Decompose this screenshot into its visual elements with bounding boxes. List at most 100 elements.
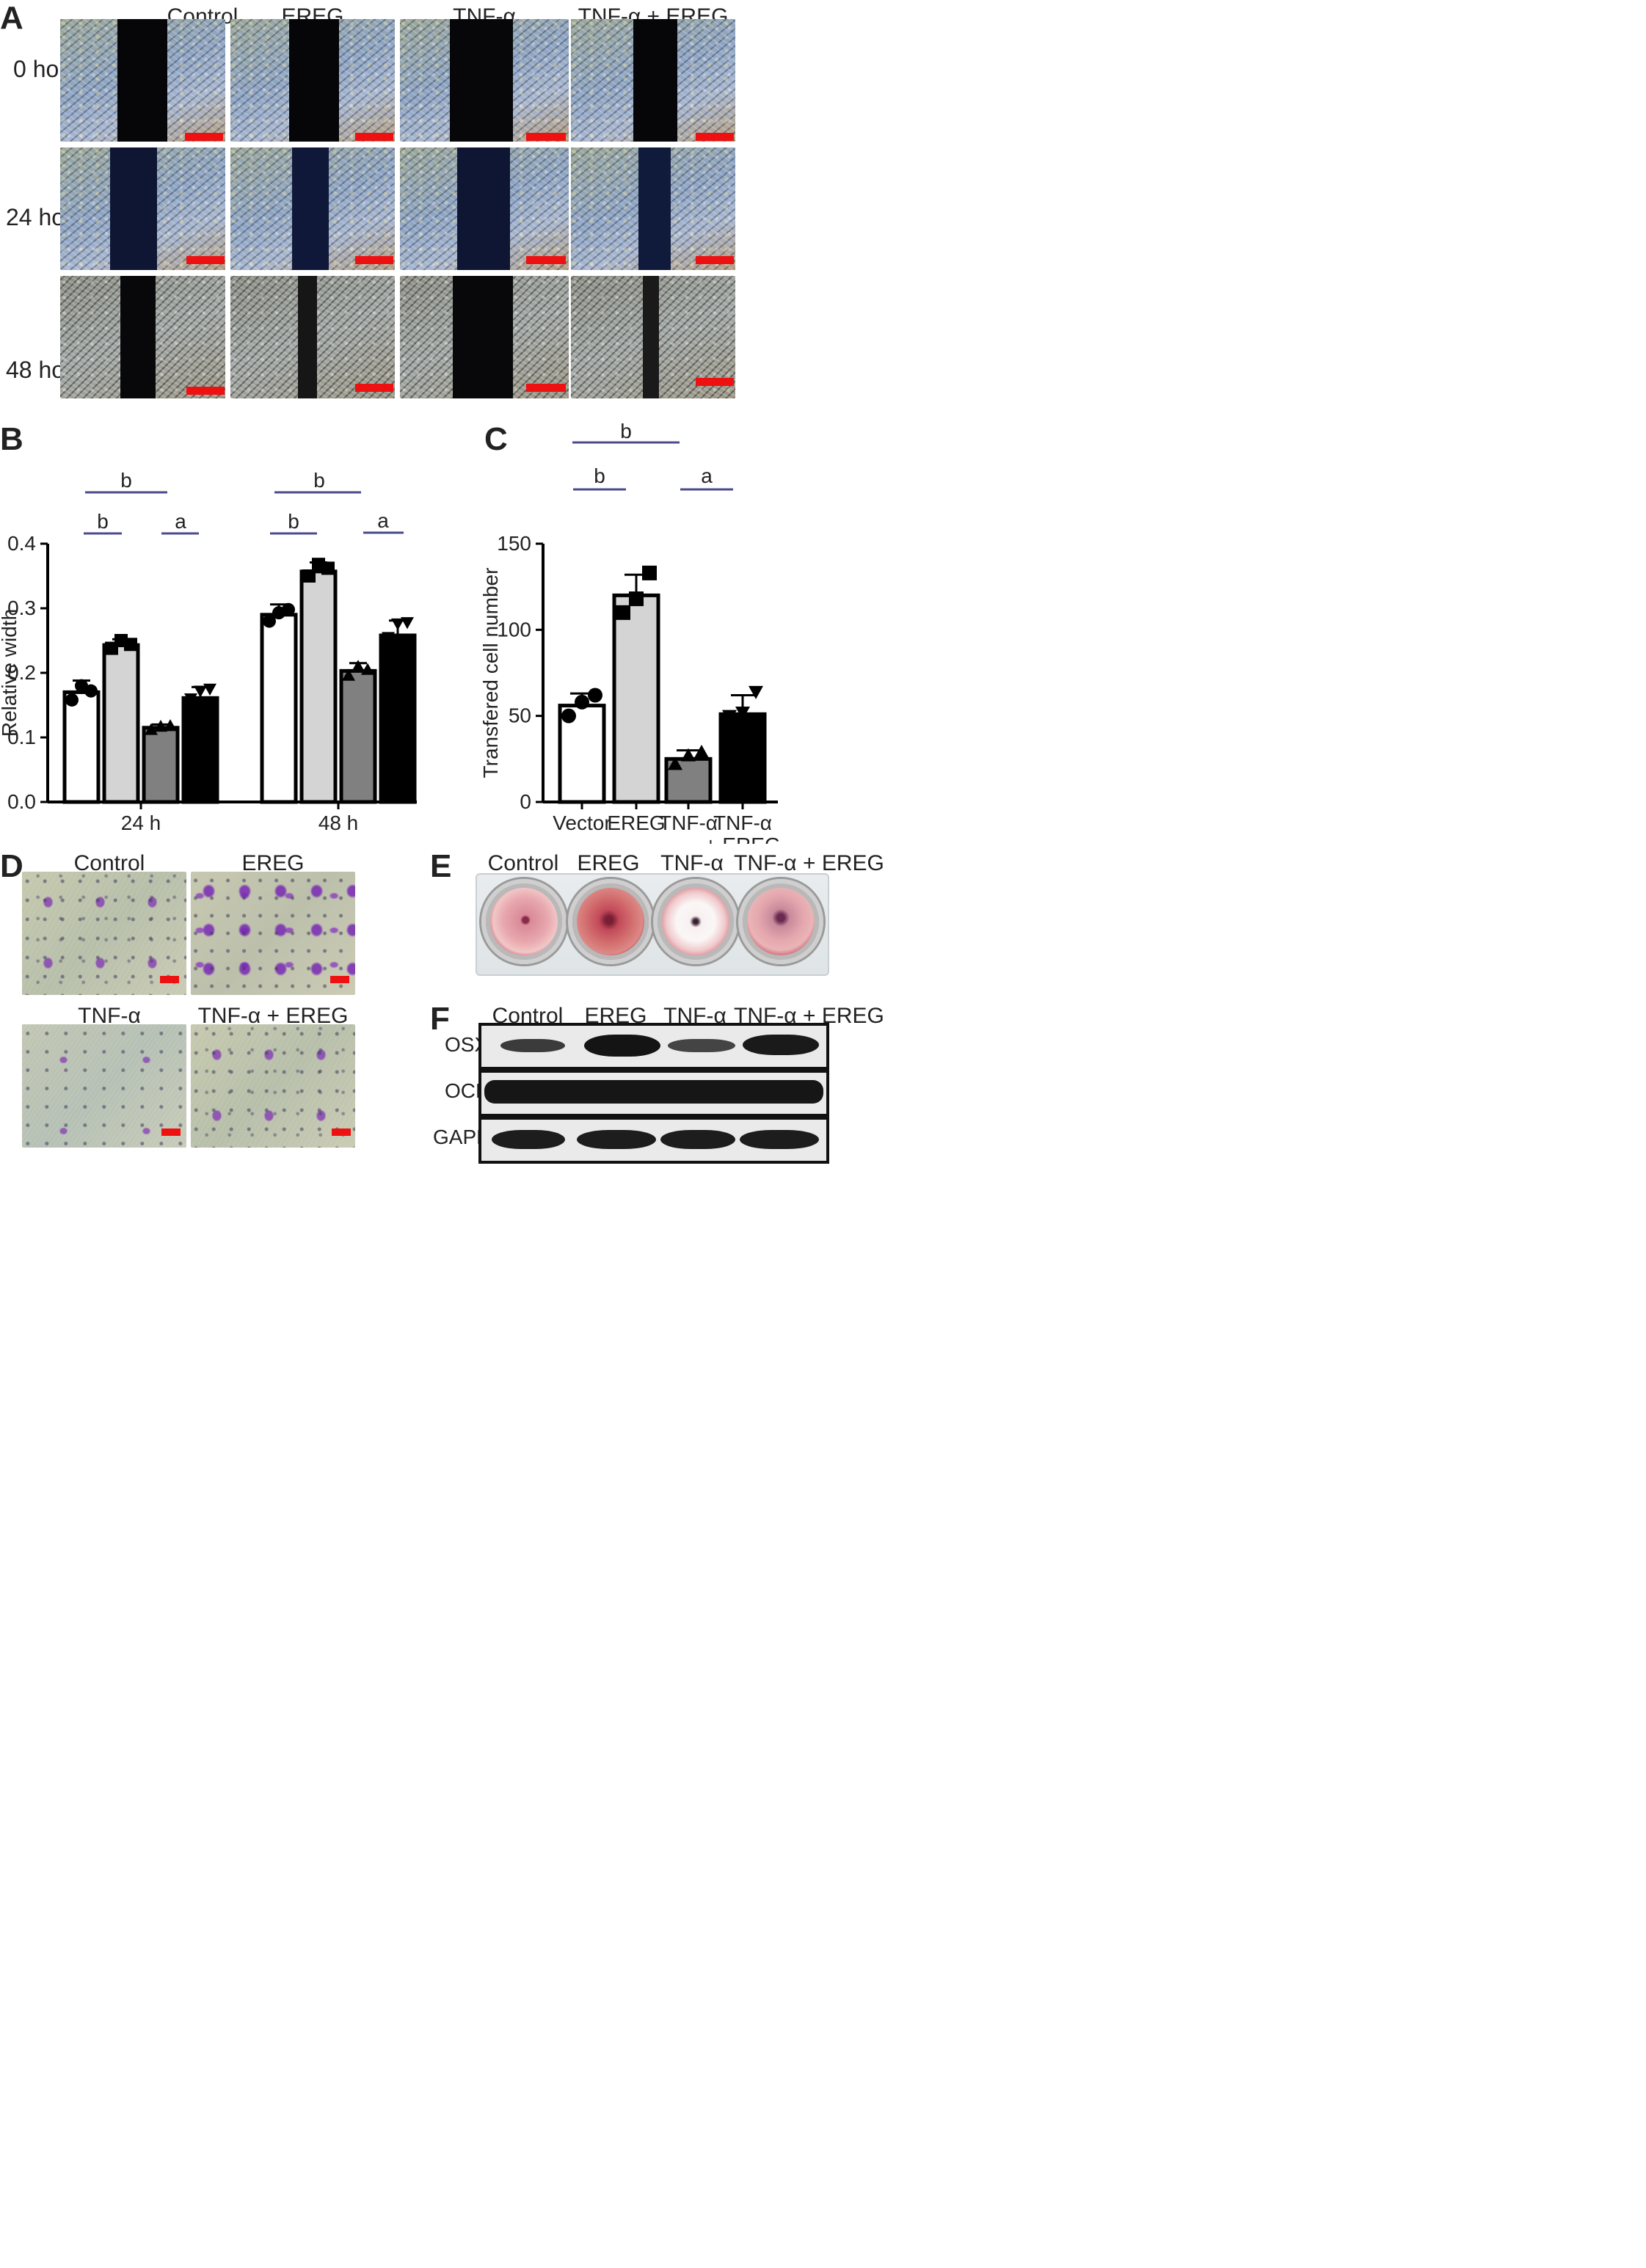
blot-ocn xyxy=(478,1070,829,1117)
panel-d-label: D xyxy=(0,848,23,884)
y-tick-label: 0.1 xyxy=(7,726,36,748)
scratch-image xyxy=(571,276,735,398)
data-point xyxy=(681,748,696,762)
sig-label: b xyxy=(97,510,109,533)
scale-bar xyxy=(355,256,393,264)
scratch-image xyxy=(571,147,735,270)
scale-bar xyxy=(526,256,566,264)
data-point xyxy=(184,693,197,706)
scale-bar xyxy=(355,384,393,392)
x-tick-label: Vector xyxy=(553,812,611,834)
panel-c-label: C xyxy=(484,421,508,457)
transwell-image xyxy=(22,872,186,995)
transwell-title: TNF-α + EREG xyxy=(197,1004,349,1028)
bar xyxy=(181,696,219,804)
panel-b-label: B xyxy=(0,421,23,457)
scratch-image xyxy=(230,19,395,142)
y-axis-label: Transfered cell number xyxy=(479,568,502,779)
panel-b-chart: b b a b b a 0.0 0.1 0.2 0.3 0.4 Relative widt… xyxy=(0,469,417,834)
scratch-image xyxy=(60,147,225,270)
data-point xyxy=(352,660,365,672)
sig-label: a xyxy=(377,509,389,532)
bar xyxy=(339,668,377,804)
y-tick-label: 0.0 xyxy=(7,790,36,813)
well-title: EREG xyxy=(577,851,640,875)
y-axis-label: Relative width xyxy=(0,609,21,737)
blot-band xyxy=(660,1130,735,1149)
x-tick-label: 24 h xyxy=(121,812,161,834)
scale-bar xyxy=(332,1128,351,1136)
scratch-image xyxy=(230,147,395,270)
sig-label: b xyxy=(620,420,632,442)
bar xyxy=(379,633,417,804)
scale-bar xyxy=(696,256,734,264)
data-point xyxy=(382,632,395,644)
data-point xyxy=(203,683,216,696)
scratch-image xyxy=(60,276,225,398)
significance-annotations: b b a b b a xyxy=(84,469,404,535)
well-title: TNF-α xyxy=(660,851,724,875)
blot-band xyxy=(577,1130,656,1149)
y-tick-label: 0.3 xyxy=(7,597,36,619)
alizarin-well xyxy=(568,879,653,964)
transwell-title: TNF-α xyxy=(78,1004,141,1028)
data-point xyxy=(65,693,79,707)
data-point xyxy=(145,723,158,735)
y-tick-label: 100 xyxy=(497,618,531,641)
sig-label: b xyxy=(594,464,605,487)
scale-bar xyxy=(696,133,734,141)
well-title: Control xyxy=(487,851,559,875)
data-point xyxy=(722,710,737,723)
transwell-image xyxy=(191,1024,355,1148)
y-tick-label: 0 xyxy=(520,790,531,813)
data-point xyxy=(263,614,276,628)
x-tick-label: EREG xyxy=(607,812,665,834)
bar xyxy=(612,593,660,804)
scale-bar xyxy=(526,133,566,141)
alizarin-well xyxy=(653,879,738,964)
significance-annotations: b b a xyxy=(572,420,733,491)
data-point xyxy=(361,663,374,675)
data-point xyxy=(616,605,630,620)
data-point xyxy=(561,708,576,723)
data-point xyxy=(694,744,709,758)
scale-bar xyxy=(355,133,393,141)
data-point xyxy=(321,561,335,575)
data-point xyxy=(575,694,589,710)
x-tick-label: TNF-α xyxy=(713,812,772,834)
blot-band xyxy=(500,1039,565,1052)
bar xyxy=(142,726,180,804)
panel-c-chart: b b a 0 50 100 150 Transfered cell number Vec… xyxy=(479,420,781,844)
data-point xyxy=(668,756,682,770)
data-point xyxy=(588,688,602,703)
y-tick-label: 0.4 xyxy=(7,532,36,555)
data-point xyxy=(391,618,404,631)
data-point xyxy=(749,685,763,699)
alizarin-well xyxy=(481,879,567,964)
blot-band xyxy=(740,1130,819,1149)
panel-e-label: E xyxy=(430,848,452,884)
data-point xyxy=(401,617,414,630)
y-tick-label: 150 xyxy=(497,532,531,555)
scale-bar xyxy=(161,1128,181,1136)
data-point xyxy=(124,638,137,652)
blot-band xyxy=(484,1080,823,1104)
scratch-image xyxy=(571,19,735,142)
scale-bar xyxy=(185,133,223,141)
scratch-image xyxy=(230,276,395,398)
y-tick-label: 50 xyxy=(509,704,531,727)
well-title: TNF-α + EREG xyxy=(734,851,884,875)
blot-band xyxy=(743,1035,819,1055)
panel-f-label: F xyxy=(430,1001,450,1037)
panel-a-label: A xyxy=(0,0,23,36)
sig-label: a xyxy=(175,510,186,533)
chart-c-plot: 0 50 100 150 Transfered cell number VectorERE… xyxy=(479,532,781,844)
data-point xyxy=(282,602,295,616)
data-point xyxy=(302,569,316,583)
transwell-title: EREG xyxy=(241,851,305,875)
data-point xyxy=(154,720,167,732)
transwell-image xyxy=(22,1024,186,1148)
scratch-image xyxy=(400,276,569,398)
chart-b-plot: 0.0 0.1 0.2 0.3 0.4 Relative width 24 h 48 h xyxy=(0,532,417,834)
blot-band xyxy=(492,1130,565,1149)
